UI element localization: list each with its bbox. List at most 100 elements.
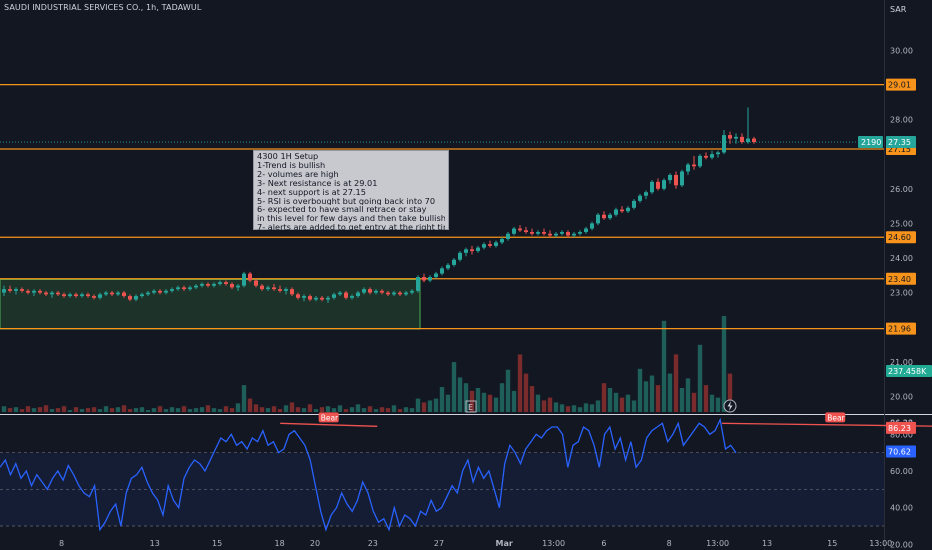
candle-body [512,228,516,234]
candle-body [50,292,54,295]
candle-body [626,207,630,212]
time-axis-tick: 13 [150,539,160,548]
earnings-label: E [468,403,473,412]
time-axis-tick: 13:00 [542,539,565,548]
candle-body [146,292,150,295]
time-axis-tick: Mar [496,539,513,548]
volume-bar [169,407,175,412]
candle-body [680,171,684,186]
setup-note[interactable]: 4300 1H Setup 1-Trend is bullish 2- volu… [253,150,449,232]
candle-body [590,223,594,229]
candle-body [740,136,744,143]
candle-body [14,289,18,291]
rsi-badge-label: 86.23 [888,424,911,433]
candle-body [140,294,144,297]
candle-body [458,252,462,260]
volume-bar [229,408,235,412]
candle-body [2,289,6,293]
divergence-label: Bear [321,413,339,422]
price-axis-tick: 20.00 [890,392,913,401]
price-axis-tick: 28.00 [890,116,913,125]
candle-body [368,289,372,293]
volume-bar [1,406,7,412]
volume-bar [37,407,43,412]
candle-body [650,181,654,193]
candle-body [170,289,174,291]
volume-bar [307,404,313,412]
volume-bar [655,385,661,412]
candle-body [746,138,750,143]
time-axis-tick: 8 [59,539,64,548]
candle-body [668,174,672,181]
time-axis-tick: 6 [601,539,606,548]
volume-bar [247,398,253,412]
volume-bar [583,403,589,412]
volume-bar [667,373,673,412]
note-line: 6- expected to have small retrace or sta… [257,205,427,215]
candle-body [434,273,438,278]
volume-bar [79,409,85,412]
volume-bar [475,388,481,412]
candle-body [602,214,606,219]
volume-bar [433,398,439,412]
volume-bar [373,409,379,412]
candle-body [662,180,666,189]
volume-bar [325,406,331,412]
candle-body [386,292,390,295]
candle-body [488,244,492,246]
volume-bar [19,409,25,412]
volume-bar [145,410,151,412]
volume-bar [463,383,469,412]
rsi-badge [886,445,916,458]
candle-body [440,268,444,274]
last-price-label: 27.35 [888,138,911,147]
time-axis-tick: 13:00 [869,539,892,548]
volume-bar [511,390,517,412]
candle-body [482,244,486,248]
divergence-badge [825,412,846,423]
candle-body [254,280,258,286]
volume-bar [721,316,727,412]
candle-body [86,294,90,297]
candle-body [392,292,396,295]
volume-bar [361,408,367,412]
candle-body [116,292,120,295]
candle-body [98,294,102,298]
candle-body [398,292,402,295]
rsi-axis-tick: 60.00 [890,467,913,476]
candle-body [320,297,324,300]
candle-body [38,290,42,293]
candle-body [572,233,576,236]
candle-body [428,277,432,281]
countdown-label: 2190 [861,138,881,147]
candle-body [296,294,300,298]
volume-bar [91,407,97,412]
volume-bar [211,408,217,412]
candle-body [530,232,534,234]
rsi-line [0,417,737,532]
candle-body [632,200,636,208]
candle-body [686,164,690,172]
volume-bar [547,397,553,412]
volume-bar [595,400,601,412]
volume-bar [493,397,499,412]
price-axis-tick: 30.00 [890,46,913,55]
candle-body [620,209,624,212]
volume-bar [217,409,223,412]
volume-bar [241,385,247,412]
candle-body [32,290,36,293]
candle-body [302,296,306,298]
time-axis-tick: 20 [310,539,320,548]
candle-body [80,294,84,297]
volume-bar [445,394,451,412]
candle-body [542,232,546,234]
candle-body [8,289,12,291]
lightning-icon [723,399,737,413]
volume-bar [355,404,361,412]
note-line: 1-Trend is bullish [257,160,326,170]
candle-body [248,273,252,281]
volume-bar [31,408,37,412]
volume-bar [133,408,139,412]
candle-body [716,152,720,155]
